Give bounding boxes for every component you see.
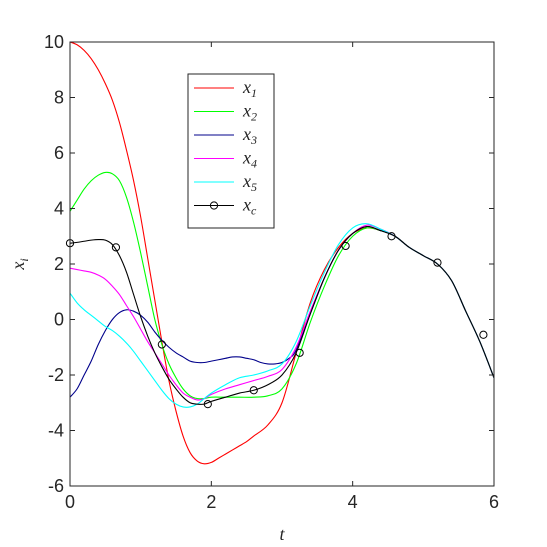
marker-xc — [157, 340, 166, 349]
marker-xc — [433, 258, 442, 267]
marker-xc — [249, 386, 258, 395]
y-axis-label-base: x — [8, 262, 28, 271]
marker-xc — [295, 348, 304, 357]
y-axis-label: xi — [8, 258, 31, 270]
legend-label-x2: x2 — [242, 101, 257, 124]
x-tick-label: 0 — [65, 492, 75, 512]
legend-label-x4: x4 — [242, 148, 257, 171]
plot-markers — [65, 232, 488, 409]
x-axis: 0 2 4 6 — [65, 42, 499, 512]
y-axis: -6 -4 -2 0 2 4 6 8 10 — [44, 32, 494, 496]
marker-xc — [479, 330, 488, 339]
y-tick-label: 2 — [54, 254, 64, 274]
legend-label-xc: xc — [242, 195, 257, 218]
x-tick-label: 4 — [348, 492, 358, 512]
series-line-x2 — [69, 171, 495, 400]
plot-lines — [69, 41, 495, 465]
marker-xc — [387, 232, 396, 241]
x-axis-label: t — [279, 524, 285, 544]
y-tick-label: -4 — [48, 421, 64, 441]
y-tick-label: -6 — [48, 476, 64, 496]
plot-frame — [69, 41, 495, 487]
marker-xc — [203, 400, 212, 409]
x-tick-label: 6 — [489, 492, 499, 512]
series-line-x4 — [69, 224, 495, 401]
marker-xc — [341, 241, 350, 251]
series-line-x3 — [69, 225, 495, 398]
series-line-x5 — [69, 223, 495, 408]
marker-xc — [111, 243, 121, 252]
series-line-xc — [69, 225, 495, 405]
legend-label-x3: x3 — [242, 124, 257, 147]
y-tick-label: 0 — [54, 310, 64, 330]
legend-box — [187, 73, 275, 229]
x-tick-label: 2 — [206, 492, 216, 512]
y-axis-label-subscript: i — [17, 258, 31, 261]
y-tick-label: -2 — [48, 365, 64, 385]
y-tick-label: 6 — [54, 143, 64, 163]
series-line-x1 — [69, 41, 495, 465]
legend-label-x5: x5 — [242, 171, 257, 194]
legend-label-x1: x1 — [242, 77, 257, 100]
legend-marker-xc — [209, 201, 219, 210]
y-tick-label: 10 — [44, 32, 64, 52]
y-tick-label: 8 — [54, 88, 64, 108]
y-tick-label: 4 — [54, 199, 64, 219]
